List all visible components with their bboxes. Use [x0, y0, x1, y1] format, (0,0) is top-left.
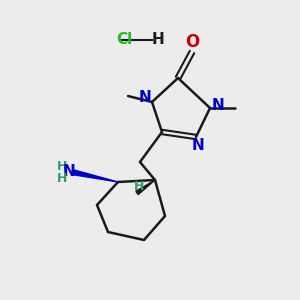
Polygon shape	[71, 169, 118, 182]
Text: H: H	[57, 160, 67, 172]
Text: H: H	[57, 172, 67, 184]
Text: N: N	[192, 139, 204, 154]
Text: H: H	[134, 179, 144, 193]
Text: N: N	[139, 91, 152, 106]
Polygon shape	[136, 180, 155, 195]
Text: O: O	[185, 33, 199, 51]
Text: H: H	[152, 32, 164, 47]
Text: Cl: Cl	[116, 32, 132, 47]
Text: N: N	[63, 164, 75, 178]
Text: N: N	[212, 98, 224, 113]
